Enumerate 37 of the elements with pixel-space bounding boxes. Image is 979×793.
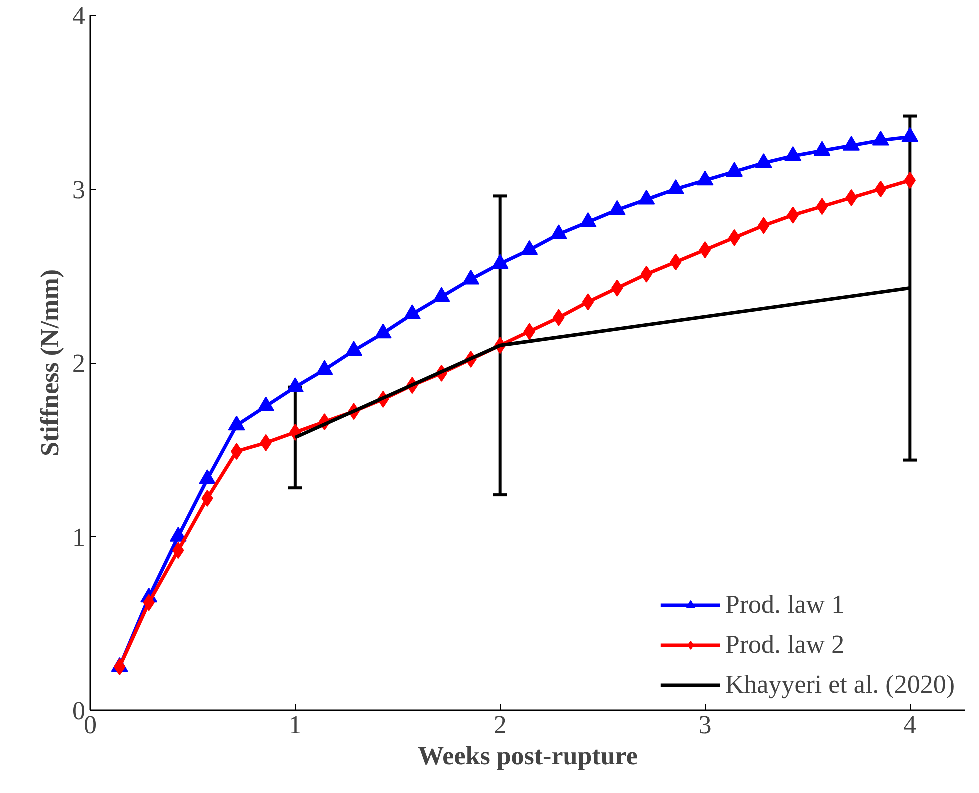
y-axis-title: Stiffness (N/mm) (36, 269, 64, 457)
point (374, 324, 392, 339)
y-tick-label: 1 (72, 522, 86, 552)
point (608, 200, 626, 216)
point (843, 136, 860, 151)
point (230, 443, 243, 460)
legend-label: Prod. law 2 (725, 630, 845, 660)
point (521, 240, 538, 256)
legend-label: Prod. law 1 (725, 590, 845, 620)
x-tick-label: 4 (904, 710, 917, 740)
point (462, 270, 480, 285)
point (872, 130, 890, 146)
x-tick-label: 1 (288, 710, 302, 740)
point (755, 153, 772, 168)
point (114, 658, 126, 676)
x-tick-label: 3 (698, 710, 712, 740)
point (726, 162, 744, 177)
point (696, 170, 714, 186)
y-tick-label: 2 (72, 349, 86, 378)
point (582, 294, 594, 311)
point (404, 304, 421, 320)
x-axis-title: Weeks post-rupture (418, 742, 638, 770)
point (902, 127, 919, 142)
point (316, 360, 334, 376)
point (433, 287, 450, 302)
y-tick-label: 4 (72, 2, 86, 30)
point (784, 146, 802, 162)
point (550, 224, 568, 240)
point (638, 190, 656, 205)
point (667, 180, 684, 194)
point (580, 212, 597, 228)
legend-label: Khayyeri et al. (2020) (725, 670, 955, 700)
point (814, 141, 831, 156)
point (346, 341, 363, 356)
x-tick-label: 2 (494, 710, 507, 740)
y-tick-label: 3 (72, 175, 86, 204)
point (492, 254, 509, 270)
